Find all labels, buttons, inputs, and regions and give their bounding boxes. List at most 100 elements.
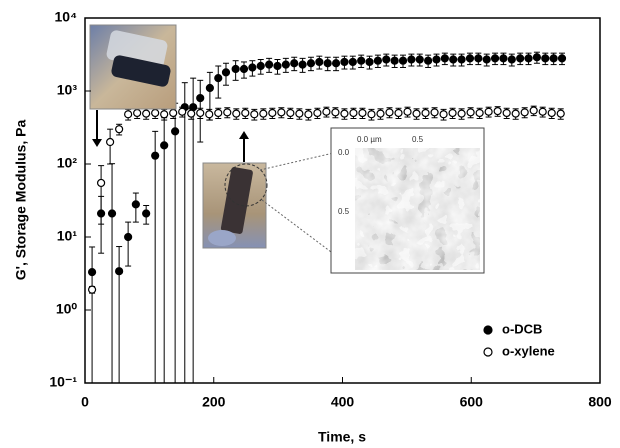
point	[385, 108, 394, 117]
point	[524, 54, 533, 63]
point	[502, 108, 511, 118]
point	[490, 54, 500, 63]
legend-marker	[483, 325, 493, 335]
point	[87, 285, 97, 294]
point	[440, 54, 449, 63]
point	[547, 108, 556, 118]
point	[421, 108, 430, 118]
point	[466, 108, 475, 117]
point	[306, 59, 316, 68]
point	[205, 110, 214, 119]
point	[394, 108, 403, 118]
point	[196, 108, 205, 118]
point	[239, 64, 249, 74]
y-tick-label: 10⁴	[55, 9, 78, 25]
point	[115, 125, 124, 134]
point	[232, 109, 241, 118]
y-tick-label: 10⁻¹	[49, 374, 77, 390]
point	[273, 61, 282, 71]
point	[256, 61, 265, 71]
point	[277, 108, 286, 117]
point	[407, 55, 416, 64]
point	[474, 54, 483, 63]
point	[538, 107, 547, 116]
point	[511, 109, 520, 118]
point	[290, 59, 299, 68]
point	[87, 268, 97, 277]
point	[541, 54, 550, 63]
point	[465, 54, 475, 63]
point	[340, 57, 349, 67]
point	[499, 54, 508, 63]
point	[493, 107, 502, 116]
point	[322, 107, 331, 116]
point	[248, 63, 257, 72]
y-tick-label: 10²	[57, 155, 78, 171]
point	[507, 55, 516, 64]
point	[151, 108, 160, 118]
point	[376, 109, 385, 118]
inset-photo	[89, 24, 177, 110]
point	[142, 109, 151, 118]
point	[124, 110, 133, 119]
point	[556, 109, 565, 118]
point	[298, 60, 307, 69]
annotation: 0.5	[412, 135, 424, 144]
point	[373, 56, 383, 65]
legend-label: o-xylene	[502, 343, 555, 358]
x-tick-label: 600	[460, 394, 484, 410]
point	[520, 108, 529, 117]
y-tick-label: 10⁰	[56, 301, 78, 317]
point	[340, 109, 349, 118]
point	[160, 141, 169, 150]
point	[221, 68, 231, 77]
point	[398, 56, 408, 65]
point	[286, 108, 295, 118]
point	[412, 109, 421, 118]
point	[365, 57, 374, 67]
point	[390, 56, 399, 65]
point	[281, 60, 290, 69]
point	[529, 106, 538, 115]
point	[171, 127, 180, 136]
point	[196, 93, 205, 103]
point	[331, 108, 340, 117]
y-tick-label: 10³	[57, 82, 78, 98]
zoom-circle	[224, 163, 268, 207]
point	[231, 64, 240, 74]
legend-marker	[483, 347, 493, 357]
point	[214, 108, 223, 118]
point	[268, 108, 277, 118]
point	[457, 55, 466, 64]
point	[241, 108, 250, 118]
point	[382, 55, 391, 64]
point	[223, 108, 232, 117]
data-layer	[87, 51, 567, 383]
point	[131, 200, 140, 209]
point	[323, 59, 332, 68]
point	[549, 54, 558, 63]
point	[484, 107, 493, 116]
point	[124, 232, 133, 242]
point	[178, 107, 187, 116]
point	[107, 209, 117, 218]
point	[448, 108, 457, 118]
point	[259, 109, 268, 118]
point	[115, 267, 124, 276]
arrow-head	[92, 139, 102, 147]
afm-image	[354, 147, 481, 271]
point	[205, 83, 214, 93]
point	[532, 53, 542, 62]
inset-photo	[202, 162, 267, 249]
point	[403, 107, 412, 116]
point	[187, 109, 196, 118]
point	[430, 108, 439, 117]
y-axis-label: G', Storage Modulus, Pa	[13, 120, 29, 281]
x-tick-label: 200	[202, 394, 226, 410]
point	[357, 56, 366, 65]
point	[349, 108, 358, 118]
point	[516, 54, 525, 63]
point	[313, 108, 322, 118]
point	[160, 110, 169, 119]
